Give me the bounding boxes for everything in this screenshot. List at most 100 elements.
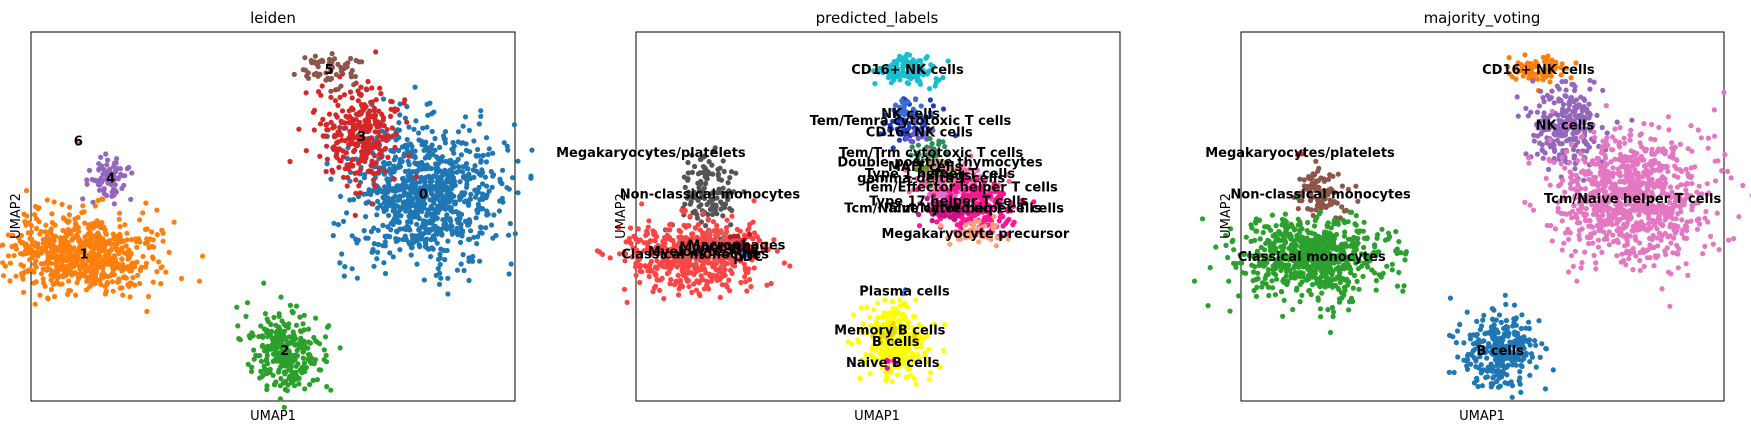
point-0 xyxy=(466,277,472,283)
point-0 xyxy=(450,147,456,153)
point-1 xyxy=(82,234,88,240)
point-3 xyxy=(331,134,337,140)
point-monocytes xyxy=(723,231,729,237)
point-classical-monocytes xyxy=(691,271,697,277)
point-0 xyxy=(472,163,478,169)
point-1 xyxy=(142,240,148,246)
point-tcm-naive-helper-t-cells xyxy=(1562,165,1568,171)
point-1 xyxy=(40,280,47,286)
point-1 xyxy=(33,258,39,264)
point-1 xyxy=(137,280,143,287)
point-1 xyxy=(93,275,99,281)
point-monocytes xyxy=(704,232,710,238)
point-0 xyxy=(506,271,512,277)
point-1 xyxy=(50,281,56,287)
point-0 xyxy=(432,193,438,199)
point-0 xyxy=(396,236,402,243)
point-1 xyxy=(42,229,49,235)
point-1 xyxy=(33,279,39,285)
point-1 xyxy=(142,226,149,232)
point-tcm-naive-helper-t-cells xyxy=(1559,247,1565,253)
point-0 xyxy=(421,277,427,283)
point-classical-monocytes xyxy=(687,213,693,219)
point-2 xyxy=(300,321,306,327)
cluster-label-pdc: pDC xyxy=(733,250,763,265)
point-0 xyxy=(404,191,410,197)
point-2 xyxy=(321,347,327,353)
point-0 xyxy=(449,181,455,187)
point-1 xyxy=(102,291,108,297)
point-1 xyxy=(124,230,130,236)
point-classical-monocytes xyxy=(666,269,672,275)
point-2 xyxy=(276,313,282,319)
point-0 xyxy=(428,227,434,233)
point-classical-monocytes xyxy=(717,294,723,300)
point-1 xyxy=(75,224,81,230)
point-0 xyxy=(438,275,444,281)
point-0 xyxy=(419,138,425,144)
point-classical-monocytes xyxy=(635,239,641,245)
point-0 xyxy=(443,158,449,164)
point-b-cells xyxy=(888,309,894,316)
point-0 xyxy=(388,227,394,233)
point-monocytes xyxy=(718,228,724,234)
point-3 xyxy=(311,127,317,133)
point-monocytes xyxy=(719,263,725,269)
point-3 xyxy=(359,103,365,109)
point-0 xyxy=(397,164,403,170)
point-0 xyxy=(409,143,415,150)
cluster-label-plasma-cells: Plasma cells xyxy=(859,284,950,299)
point-b-cells xyxy=(851,312,857,318)
point-0 xyxy=(479,230,485,236)
point-4 xyxy=(117,166,123,172)
point-classical-monocytes xyxy=(764,282,770,288)
point-4 xyxy=(126,164,132,171)
point-0 xyxy=(447,176,453,182)
point-cd16-nk-cells xyxy=(1545,53,1551,59)
point-0 xyxy=(478,158,484,164)
point-0 xyxy=(397,207,403,213)
point-non-classical-monocytes xyxy=(715,166,721,173)
point-1 xyxy=(90,249,96,255)
cluster-label-cd16-nk-cells: CD16- NK cells xyxy=(866,125,973,140)
point-tcm-naive-helper-t-cells xyxy=(1719,168,1725,174)
point-non-classical-monocytes xyxy=(704,173,710,179)
point-1 xyxy=(18,251,24,257)
point-3 xyxy=(296,126,302,132)
point-0 xyxy=(368,229,374,235)
point-4 xyxy=(105,157,111,163)
point-1 xyxy=(94,235,100,241)
point-0 xyxy=(361,175,367,181)
point-2 xyxy=(262,311,268,317)
point-b-cells xyxy=(857,375,863,381)
point-non-classical-monocytes xyxy=(725,180,731,186)
point-2 xyxy=(280,335,286,341)
point-1 xyxy=(72,270,78,276)
point-0 xyxy=(475,189,481,195)
point-classical-monocytes xyxy=(751,230,758,236)
point-0 xyxy=(413,169,419,175)
point-3 xyxy=(365,78,371,85)
point-2 xyxy=(245,361,251,367)
point-classical-monocytes xyxy=(727,288,733,294)
point-0 xyxy=(423,144,429,150)
point-2 xyxy=(265,346,271,353)
point-5 xyxy=(348,55,354,62)
point-0 xyxy=(488,169,494,175)
point-cd16-nk-cells xyxy=(936,77,942,83)
point-nk-cells xyxy=(1538,88,1544,94)
point-1 xyxy=(98,281,104,287)
point-b-cells xyxy=(912,314,918,320)
point-1 xyxy=(7,278,13,284)
point-3 xyxy=(349,157,355,163)
point-classical-monocytes xyxy=(635,226,641,232)
point-0 xyxy=(412,154,418,160)
point-1 xyxy=(78,264,84,270)
point-0 xyxy=(429,128,435,135)
point-1 xyxy=(94,254,100,260)
point-nk-cells xyxy=(1534,151,1540,157)
point-non-classical-monocytes xyxy=(727,206,733,212)
point-tcm-naive-helper-t-cells xyxy=(1683,261,1689,267)
